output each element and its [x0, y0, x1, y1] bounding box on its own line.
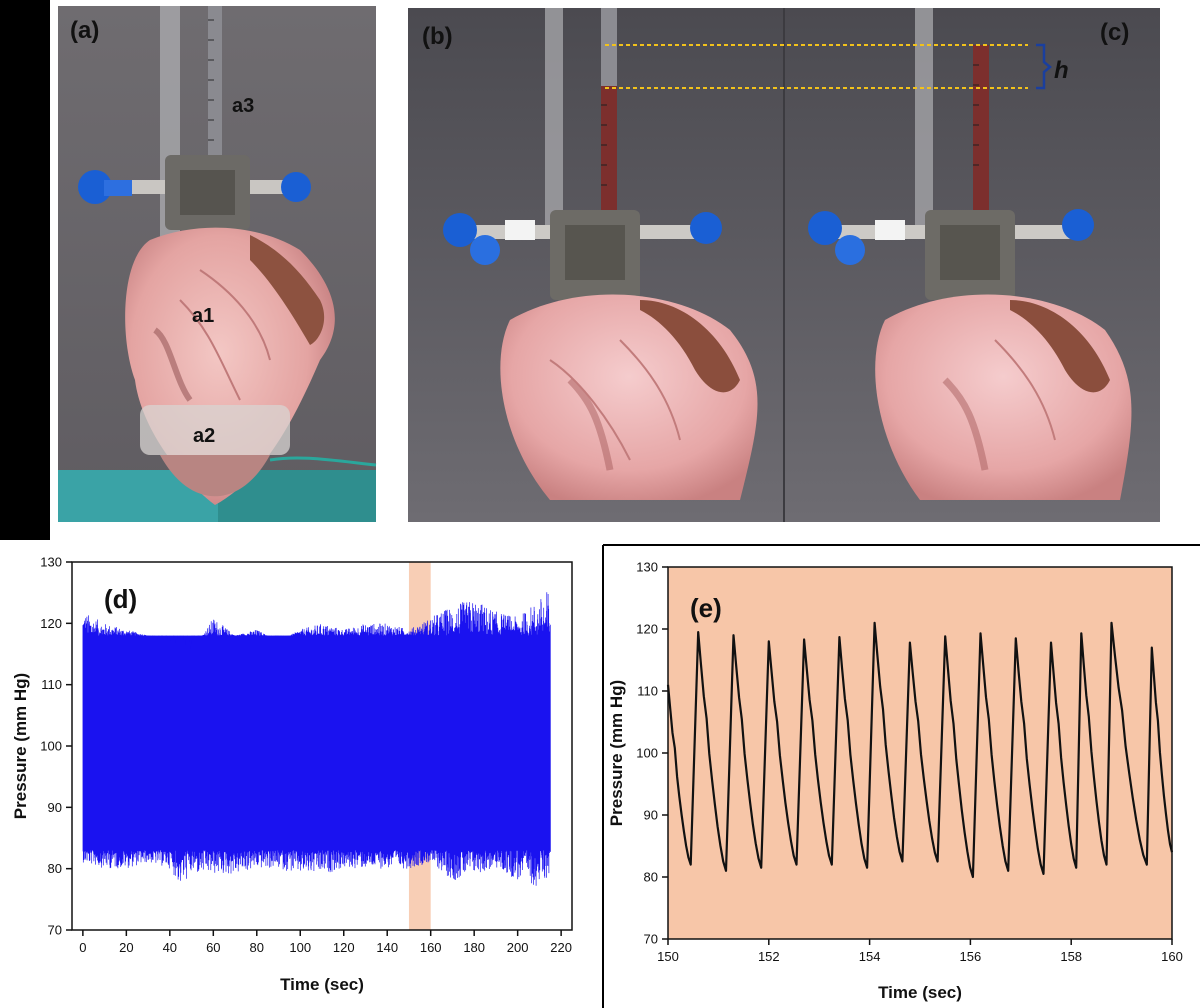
d-y-tick-label: 70 — [48, 923, 62, 938]
h-bracket — [1036, 43, 1052, 90]
chart-d: 0 20 40 60 80 100 120 140 160 180 200 220 70 80 90 100… — [11, 555, 573, 994]
panel-a-photo: (a) a3 a1 a2 — [0, 0, 400, 540]
e-x-axis-label: Time (sec) — [878, 983, 962, 1002]
e-x-tick-label: 152 — [758, 949, 780, 964]
d-pressure-trace — [82, 592, 551, 886]
annotation-a2: a2 — [193, 425, 215, 447]
e-y-tick-label: 70 — [644, 932, 658, 947]
d-x-tick-label: 100 — [289, 940, 311, 955]
panel-c-label: (c) — [1100, 19, 1129, 46]
d-x-tick-label: 40 — [163, 940, 177, 955]
e-x-tick-label: 154 — [859, 949, 881, 964]
e-x-tick-label: 150 — [657, 949, 679, 964]
d-x-tick-label: 180 — [463, 940, 485, 955]
h-label: h — [1054, 57, 1069, 84]
d-x-tick-label: 200 — [507, 940, 529, 955]
e-y-axis-label: Pressure (mm Hg) — [607, 680, 626, 826]
d-x-tick-label: 80 — [250, 940, 264, 955]
e-x-tick-label: 158 — [1060, 949, 1082, 964]
d-y-tick-label: 110 — [41, 677, 62, 692]
e-x-tick-label: 160 — [1161, 949, 1183, 964]
d-x-tick-label: 0 — [79, 940, 86, 955]
e-y-tick-label: 110 — [637, 684, 658, 699]
d-y-tick-label: 120 — [40, 616, 62, 631]
d-x-tick-label: 60 — [206, 940, 220, 955]
d-panel-label: (d) — [104, 584, 137, 614]
d-x-tick-label: 220 — [550, 940, 572, 955]
d-y-tick-label: 130 — [40, 555, 62, 570]
d-y-tick-label: 80 — [48, 861, 62, 876]
e-y-tick-label: 90 — [644, 808, 658, 823]
panel-a-label: (a) — [70, 17, 99, 44]
annotation-a3: a3 — [232, 95, 254, 117]
e-x-tick-label: 156 — [960, 949, 982, 964]
d-x-tick-label: 160 — [420, 940, 442, 955]
e-y-tick-label: 120 — [636, 622, 658, 637]
annotation-a1: a1 — [192, 305, 214, 327]
d-x-axis-label: Time (sec) — [280, 975, 364, 994]
e-panel-label: (e) — [690, 593, 722, 623]
e-y-tick-label: 80 — [644, 870, 658, 885]
d-x-tick-label: 20 — [119, 940, 133, 955]
e-y-tick-label: 100 — [636, 746, 658, 761]
d-y-axis-label: Pressure (mm Hg) — [11, 673, 30, 819]
e-pressure-trace — [666, 621, 1174, 879]
panel-bc-photo: h (b) (c) — [400, 0, 1200, 540]
d-x-tick-label: 120 — [333, 940, 355, 955]
panel-c-photo — [808, 8, 1132, 500]
d-x-tick-label: 140 — [376, 940, 398, 955]
chart-e: 150 152 154 156 158 160 70 80 90 100 110 120 130 (e… — [607, 560, 1183, 1003]
d-y-tick-label: 100 — [40, 739, 62, 754]
d-y-tick-label: 90 — [48, 800, 62, 815]
e-y-tick-label: 130 — [636, 560, 658, 575]
d-trace-line — [82, 592, 551, 886]
panel-b-photo — [443, 8, 758, 500]
panel-b-label: (b) — [422, 23, 453, 50]
